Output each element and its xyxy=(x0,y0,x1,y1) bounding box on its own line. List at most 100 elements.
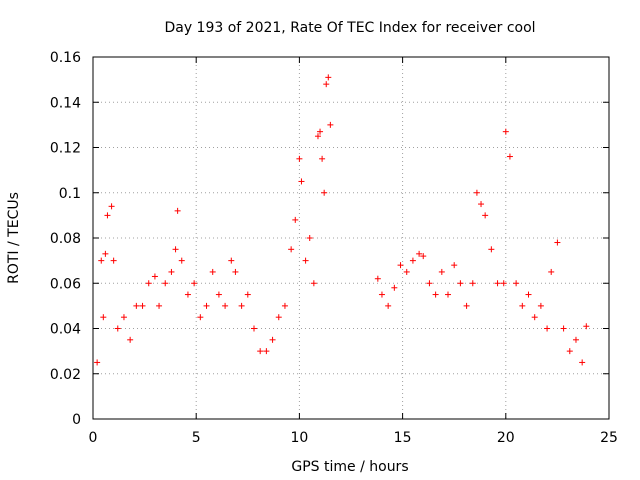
data-point xyxy=(566,348,573,355)
data-point xyxy=(554,239,561,246)
data-point xyxy=(168,268,175,275)
data-point xyxy=(385,302,392,309)
y-tick-label: 0.12 xyxy=(50,141,81,157)
data-point xyxy=(502,128,509,135)
data-point xyxy=(325,74,332,81)
data-point xyxy=(310,280,317,287)
data-point xyxy=(296,155,303,162)
data-point xyxy=(482,212,489,219)
y-tick-label: 0.16 xyxy=(50,50,81,66)
x-tick-label: 25 xyxy=(600,430,618,446)
data-point xyxy=(544,325,551,332)
data-point xyxy=(420,253,427,260)
data-point xyxy=(531,314,538,321)
data-point xyxy=(114,325,121,332)
data-point xyxy=(327,121,334,128)
data-point xyxy=(244,291,251,298)
data-point xyxy=(174,207,181,214)
data-point xyxy=(228,257,235,264)
data-point xyxy=(537,302,544,309)
x-axis-ticks: 0 5 10 15 20 25 xyxy=(89,57,618,446)
data-point xyxy=(127,336,134,343)
data-point xyxy=(209,268,216,275)
data-point xyxy=(488,246,495,253)
data-point xyxy=(473,189,480,196)
data-point xyxy=(263,348,270,355)
y-tick-label: 0 xyxy=(72,412,81,428)
data-point xyxy=(314,133,321,140)
data-point xyxy=(494,280,501,287)
data-point xyxy=(560,325,567,332)
data-point xyxy=(500,280,507,287)
data-point xyxy=(222,302,229,309)
data-point xyxy=(432,291,439,298)
y-tick-label: 0.1 xyxy=(59,186,81,202)
data-point xyxy=(215,291,222,298)
y-axis-label: ROTI / TECUs xyxy=(6,192,22,284)
data-point xyxy=(445,291,452,298)
x-axis-label: GPS time / hours xyxy=(291,459,408,475)
y-tick-label: 0.04 xyxy=(50,322,81,338)
data-point xyxy=(548,268,555,275)
grid-lines xyxy=(93,57,609,419)
data-point xyxy=(203,302,210,309)
data-point xyxy=(257,348,264,355)
data-point xyxy=(397,262,404,269)
data-point xyxy=(232,268,239,275)
data-point xyxy=(250,325,257,332)
data-point xyxy=(426,280,433,287)
data-point xyxy=(184,291,191,298)
data-point xyxy=(469,280,476,287)
data-point xyxy=(519,302,526,309)
data-point xyxy=(94,359,101,366)
data-point xyxy=(298,178,305,185)
data-point xyxy=(162,280,169,287)
data-point xyxy=(197,314,204,321)
data-point xyxy=(151,273,158,280)
x-tick-label: 15 xyxy=(394,430,412,446)
data-point xyxy=(288,246,295,253)
data-point xyxy=(579,359,586,366)
data-point xyxy=(275,314,282,321)
data-point xyxy=(108,203,115,210)
x-tick-label: 20 xyxy=(497,430,515,446)
data-point xyxy=(374,275,381,282)
data-point xyxy=(506,153,513,160)
x-tick-label: 0 xyxy=(89,430,98,446)
data-point xyxy=(281,302,288,309)
data-point xyxy=(102,250,109,257)
data-point xyxy=(583,323,590,330)
y-axis-ticks: 0 0.02 0.04 0.06 0.08 0.1 0.12 0.14 0.16 xyxy=(50,50,609,428)
data-point xyxy=(292,216,299,223)
data-point xyxy=(139,302,146,309)
data-point xyxy=(120,314,127,321)
chart-title: Day 193 of 2021, Rate Of TEC Index for r… xyxy=(164,20,535,36)
y-tick-label: 0.08 xyxy=(50,231,81,247)
data-point xyxy=(98,257,105,264)
data-point xyxy=(416,250,423,257)
data-point xyxy=(572,336,579,343)
data-point xyxy=(269,336,276,343)
plot-frame xyxy=(92,56,610,420)
x-tick-label: 5 xyxy=(192,430,201,446)
y-tick-label: 0.06 xyxy=(50,276,81,292)
data-point xyxy=(110,257,117,264)
data-point xyxy=(145,280,152,287)
data-point xyxy=(323,81,330,88)
data-point xyxy=(451,262,458,269)
data-point xyxy=(133,302,140,309)
data-point xyxy=(100,314,107,321)
data-point xyxy=(238,302,245,309)
data-point xyxy=(525,291,532,298)
data-point xyxy=(463,302,470,309)
data-point xyxy=(178,257,185,264)
data-point xyxy=(409,257,416,264)
data-point xyxy=(156,302,163,309)
data-point xyxy=(306,235,313,241)
data-point xyxy=(321,189,328,196)
data-point xyxy=(104,212,111,219)
data-point xyxy=(172,246,179,253)
data-point xyxy=(378,291,385,298)
y-tick-label: 0.14 xyxy=(50,95,81,111)
